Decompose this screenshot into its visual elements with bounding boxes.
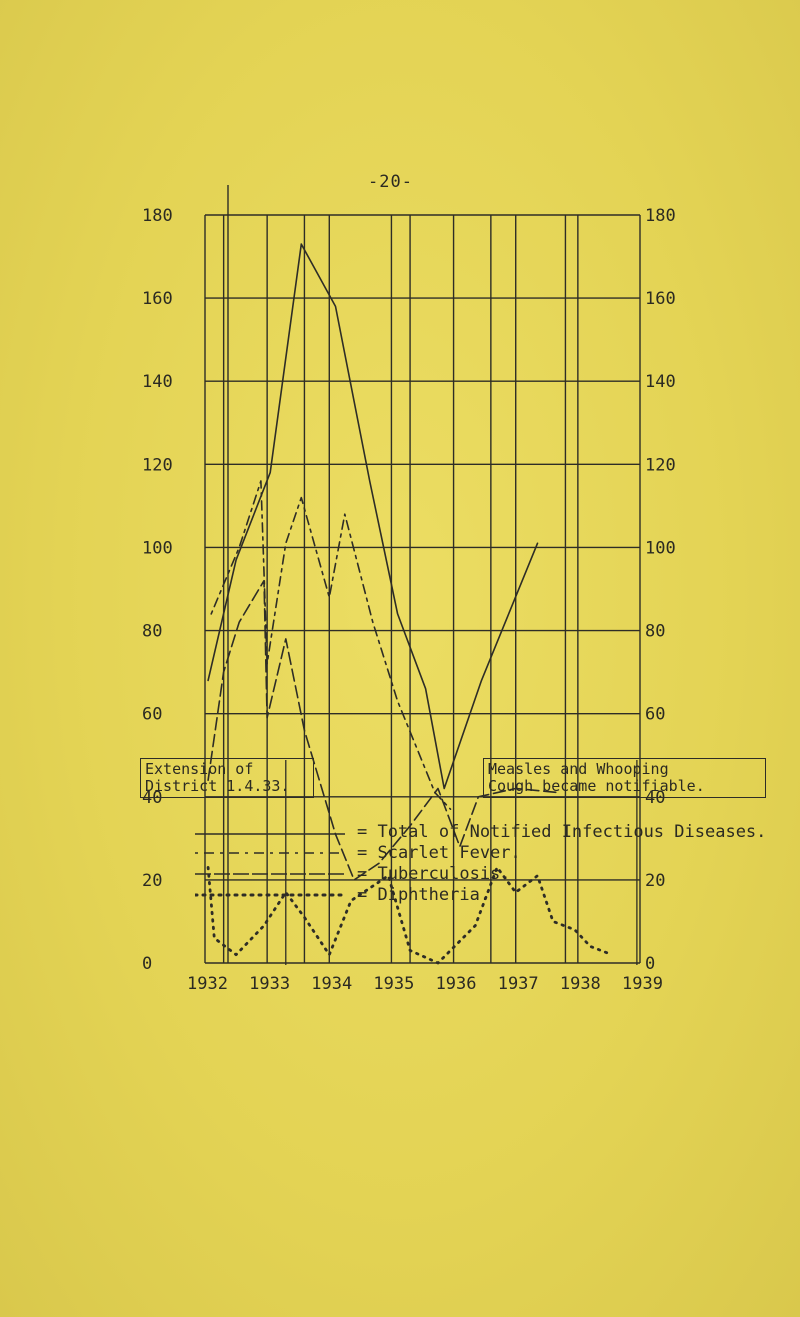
x-tick-label: 1935	[373, 974, 414, 994]
tick-labels: 1801601401201008060402001801601401201008…	[142, 206, 676, 994]
x-tick-label: 1932	[187, 974, 228, 994]
legend-label: = Diphtheria.	[357, 885, 491, 905]
y-tick-label-left: 140	[142, 372, 173, 392]
x-tick-label: 1934	[311, 974, 352, 994]
x-tick-label: 1938	[560, 974, 601, 994]
y-tick-label-left: 80	[142, 622, 162, 642]
x-tick-label: 1933	[249, 974, 290, 994]
y-tick-label-right: 100	[645, 538, 676, 558]
series-line-dashdot	[210, 480, 452, 810]
annotation-extension-of-district: Extension of District 1.4.33.	[140, 758, 314, 798]
y-tick-label-left: 20	[142, 871, 162, 891]
y-tick-label-right: 180	[645, 206, 676, 226]
legend-label: = Scarlet Fever.	[357, 843, 521, 863]
y-tick-label-right: 20	[645, 871, 665, 891]
y-tick-label-left: 0	[142, 954, 152, 974]
y-tick-label-right: 160	[645, 289, 676, 309]
annotation-markers	[285, 760, 638, 965]
x-tick-label: 1939	[622, 974, 663, 994]
grid	[204, 185, 641, 964]
y-tick-label-right: 80	[645, 622, 665, 642]
legend-symbol-dashdot	[195, 852, 345, 854]
y-tick-label-right: 60	[645, 705, 665, 725]
y-tick-label-right: 140	[645, 372, 676, 392]
x-tick-label: 1936	[436, 974, 477, 994]
series-line-dashed	[207, 579, 560, 881]
legend-symbol-dotted	[195, 893, 345, 897]
y-tick-label-right: 120	[645, 455, 676, 475]
legend-symbol-solid	[195, 833, 345, 835]
y-tick-label-left: 60	[142, 705, 162, 725]
y-tick-label-right: 0	[645, 954, 655, 974]
y-tick-label-left: 160	[142, 289, 173, 309]
legend-label: = Tuberculosis.	[357, 864, 511, 884]
y-tick-label-left: 100	[142, 538, 173, 558]
series-line-solid	[207, 243, 539, 790]
series-line-dotted	[206, 866, 614, 965]
legend-label: = Total of Notified Infectious Diseases.	[357, 822, 767, 842]
page-number: -20-	[368, 172, 413, 192]
series	[206, 243, 614, 965]
y-tick-label-left: 180	[142, 206, 173, 226]
y-tick-label-left: 120	[142, 455, 173, 475]
annotation-measles-whooping-cough: Measles and Whooping Cough became notifi…	[483, 758, 766, 798]
x-tick-label: 1937	[498, 974, 539, 994]
legend-symbol-dashed	[195, 873, 345, 875]
